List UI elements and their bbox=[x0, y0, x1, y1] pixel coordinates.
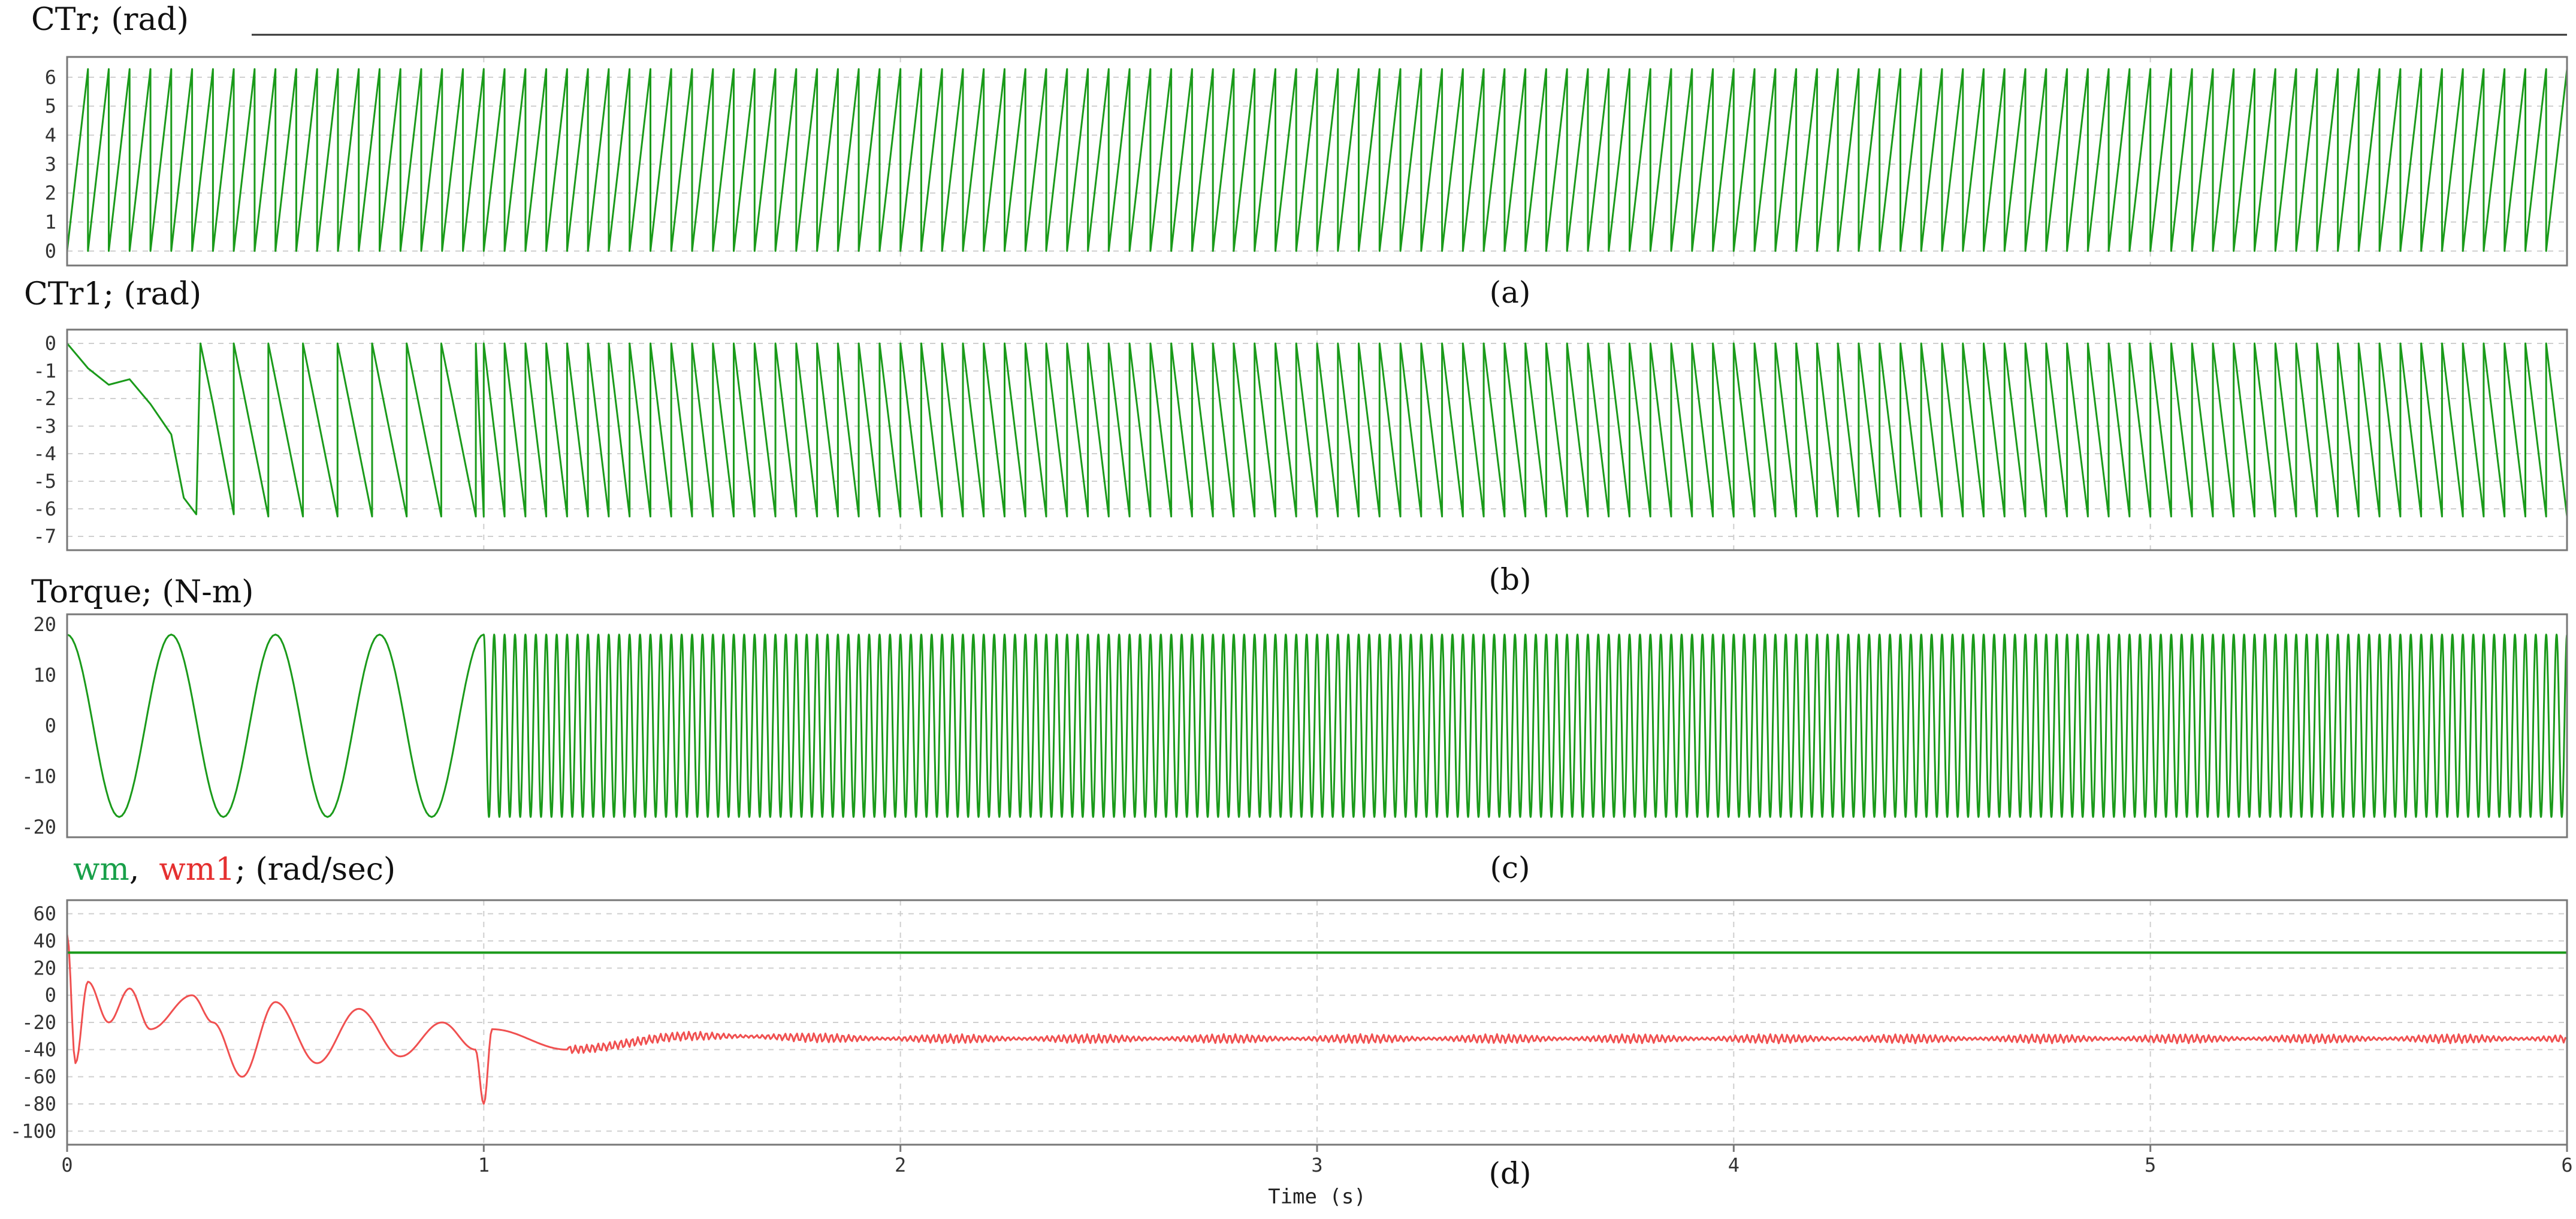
panel-c-title: Torque; (N-m) bbox=[31, 574, 253, 610]
x-tick-label: 0 bbox=[61, 1154, 73, 1176]
y-tick-label: 0 bbox=[45, 332, 56, 355]
panel-a-yticks: 0 1 2 3 4 5 6 bbox=[45, 66, 56, 262]
y-tick-label: -4 bbox=[33, 442, 56, 465]
y-tick-label: -7 bbox=[33, 525, 56, 548]
y-tick-label: 3 bbox=[45, 153, 56, 176]
panel-d-yticks: 60 40 20 0 -20 -40 -60 -80 -100 bbox=[10, 903, 56, 1143]
panel-b: CTr1; (rad) 0 -1 -2 -3 -4 -5 -6 -7 (b) bbox=[24, 276, 2568, 597]
y-tick-label: -20 bbox=[22, 816, 56, 838]
panel-b-series-line bbox=[66, 342, 2568, 518]
panel-c-frame bbox=[66, 613, 2568, 838]
panel-b-frame bbox=[66, 328, 2568, 551]
panel-a-series-line bbox=[66, 68, 2568, 252]
panel-d-series-wm1 bbox=[66, 934, 2568, 1105]
panel-c: Torque; (N-m) 20 10 0 -10 -20 (c) bbox=[22, 574, 2568, 885]
y-tick-label: -6 bbox=[33, 497, 56, 520]
y-tick-label: -2 bbox=[33, 387, 56, 410]
panel-d-title-part-wm1: wm1 bbox=[159, 852, 235, 888]
y-tick-label: 40 bbox=[33, 930, 56, 952]
panel-a-title: CTr; (rad) bbox=[31, 2, 189, 38]
x-tick-label: 4 bbox=[1728, 1154, 1740, 1176]
y-tick-label: 0 bbox=[45, 714, 56, 737]
panel-b-title: CTr1; (rad) bbox=[24, 276, 201, 312]
x-tick-label: 1 bbox=[478, 1154, 490, 1176]
y-tick-label: 10 bbox=[33, 663, 56, 686]
x-tick-label: 2 bbox=[895, 1154, 906, 1176]
panel-d-grid bbox=[67, 900, 2567, 1145]
y-tick-label: -10 bbox=[22, 765, 56, 788]
y-tick-label: -1 bbox=[33, 360, 56, 382]
y-tick-label: 20 bbox=[33, 957, 56, 979]
panel-d-title-part-unit: ; (rad/sec) bbox=[235, 852, 395, 888]
x-tick-label: 3 bbox=[1311, 1154, 1322, 1176]
panel-b-caption: (b) bbox=[1488, 562, 1531, 597]
y-tick-label: -5 bbox=[33, 470, 56, 493]
y-tick-label: 60 bbox=[33, 903, 56, 925]
x-axis-label: Time (s) bbox=[1268, 1185, 1366, 1209]
y-tick-label: -40 bbox=[22, 1038, 56, 1061]
panel-d-title: wm, wm1; (rad/sec) bbox=[73, 852, 395, 888]
y-tick-label: 6 bbox=[45, 66, 56, 89]
y-tick-label: -80 bbox=[22, 1093, 56, 1115]
panel-c-series-line bbox=[67, 633, 2568, 818]
x-axis-ticks: 0 1 2 3 4 5 6 bbox=[61, 1145, 2573, 1176]
y-tick-label: 20 bbox=[33, 613, 56, 636]
y-tick-label: 0 bbox=[45, 984, 56, 1007]
panel-a: CTr; (rad) 0 1 2 3 4 5 6 (a) bbox=[31, 2, 2568, 310]
panel-d-title-part-wm: wm bbox=[73, 852, 129, 888]
y-tick-label: 5 bbox=[45, 95, 56, 117]
y-tick-label: 2 bbox=[45, 182, 56, 204]
y-tick-label: -60 bbox=[22, 1066, 56, 1088]
y-tick-label: -100 bbox=[10, 1120, 56, 1142]
y-tick-label: 0 bbox=[45, 240, 56, 262]
y-tick-label: 1 bbox=[45, 211, 56, 234]
panel-a-frame bbox=[66, 56, 2568, 267]
panel-c-yticks: 20 10 0 -10 -20 bbox=[22, 613, 56, 838]
panel-d-title-part-separator: , bbox=[129, 852, 159, 888]
y-tick-label: 4 bbox=[45, 124, 56, 147]
x-tick-label: 6 bbox=[2561, 1154, 2572, 1176]
panel-c-caption: (c) bbox=[1490, 850, 1530, 885]
panel-a-caption: (a) bbox=[1490, 275, 1531, 310]
panel-d: wm, wm1; (rad/sec) 6040200-20-40-60-80-1… bbox=[10, 852, 2573, 1209]
panel-b-yticks: 0 -1 -2 -3 -4 -5 -6 -7 bbox=[33, 332, 56, 548]
y-tick-label: -3 bbox=[33, 415, 56, 437]
x-tick-label: 5 bbox=[2145, 1154, 2156, 1176]
y-tick-label: -20 bbox=[22, 1011, 56, 1034]
panel-d-caption: (d) bbox=[1488, 1156, 1531, 1191]
